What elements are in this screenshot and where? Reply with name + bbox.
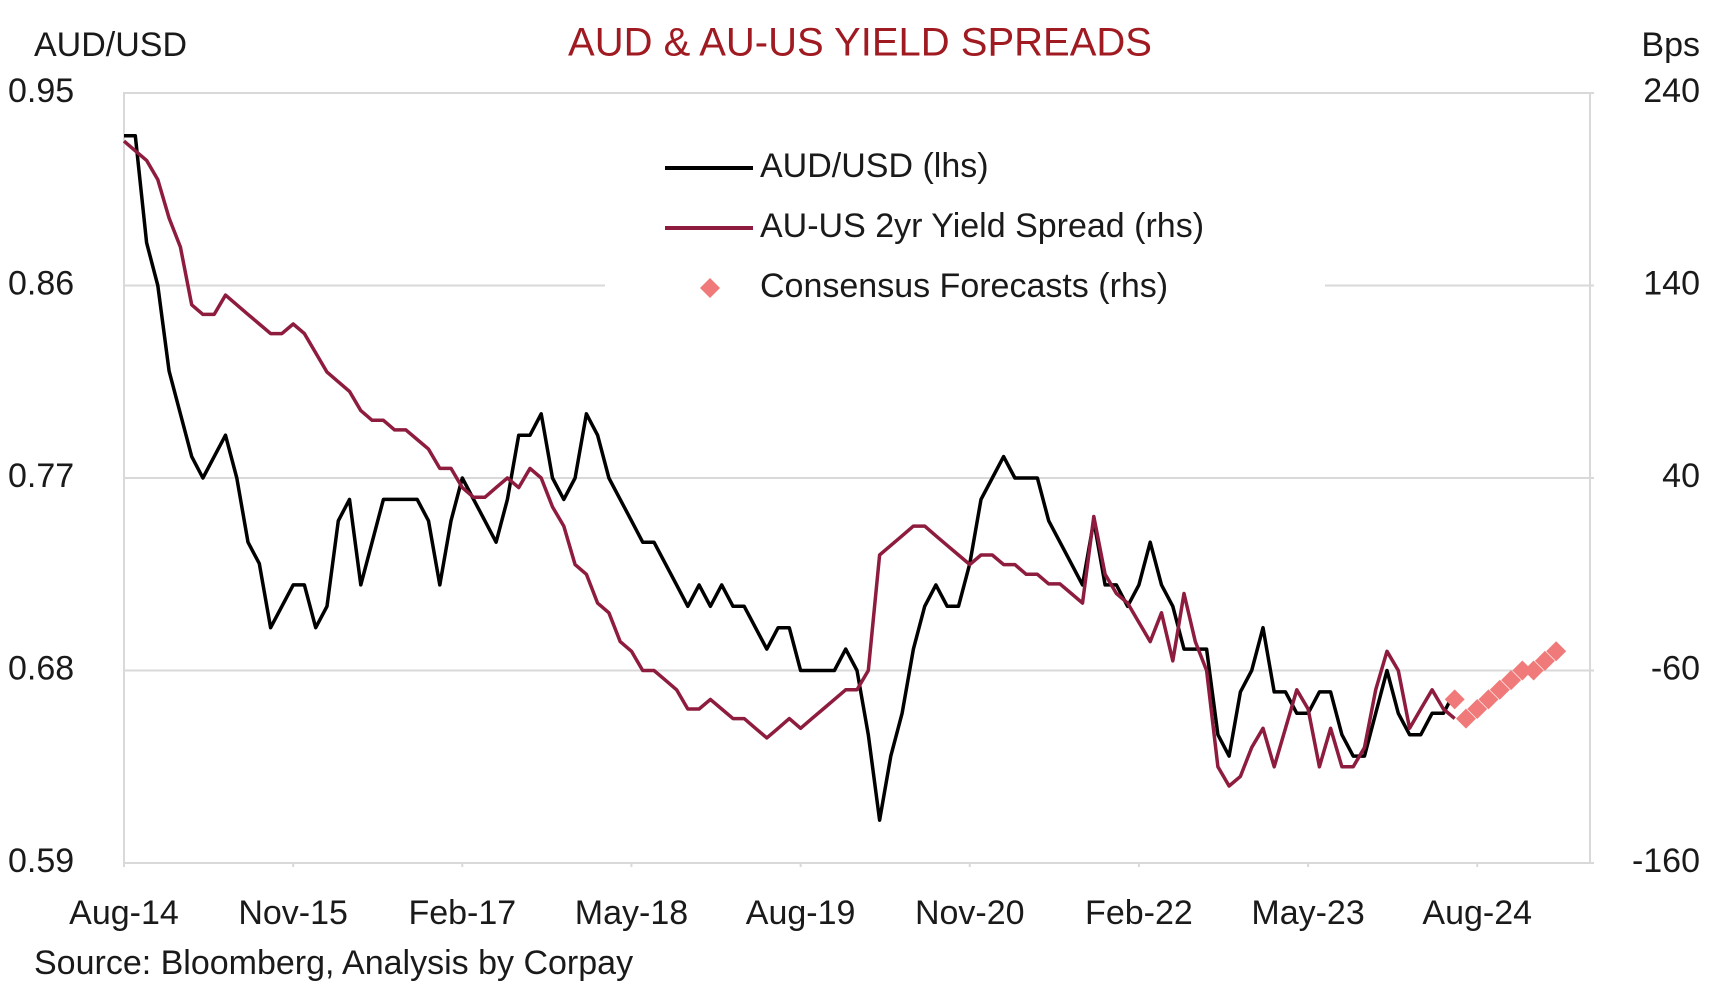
legend-label: Consensus Forecasts (rhs) xyxy=(760,267,1168,305)
y-tick-label: 0.68 xyxy=(8,649,74,687)
y2-tick-label: 140 xyxy=(1643,264,1700,302)
y2-axis-label: Bps xyxy=(1641,26,1700,64)
x-tick-label: Aug-14 xyxy=(69,894,179,932)
x-tick-label: May-23 xyxy=(1251,894,1364,932)
y-tick-label: 0.77 xyxy=(8,457,74,495)
legend-marker xyxy=(700,278,720,298)
y2-tick-label: 40 xyxy=(1662,457,1700,495)
forecast-marker xyxy=(1455,708,1476,729)
x-tick-label: Feb-22 xyxy=(1085,894,1193,932)
y-tick-label: 0.95 xyxy=(8,72,74,110)
forecast-marker xyxy=(1534,650,1555,671)
y-tick-label: 0.86 xyxy=(8,264,74,302)
chart-title: AUD & AU-US YIELD SPREADS xyxy=(568,21,1152,65)
x-tick-label: Aug-19 xyxy=(746,894,856,932)
y-axis-label: AUD/USD xyxy=(34,26,187,64)
x-tick-label: May-18 xyxy=(575,894,688,932)
forecast-marker xyxy=(1512,660,1533,681)
x-tick-label: Nov-15 xyxy=(238,894,348,932)
source: Source: Bloomberg, Analysis by Corpay xyxy=(34,944,633,982)
forecast-marker xyxy=(1501,670,1522,691)
series-line xyxy=(122,139,1456,788)
legend-label: AUD/USD (lhs) xyxy=(760,147,989,185)
forecast-marker xyxy=(1467,699,1488,719)
forecast-marker xyxy=(1546,641,1567,662)
y2-tick-label: -60 xyxy=(1651,649,1700,687)
x-tick-label: Aug-24 xyxy=(1422,894,1532,932)
y2-tick-label: -160 xyxy=(1632,842,1700,880)
y2-tick-label: 240 xyxy=(1643,72,1700,110)
x-tick-label: Nov-20 xyxy=(915,894,1025,932)
forecast-marker xyxy=(1444,689,1465,710)
legend-label: AU-US 2yr Yield Spread (rhs) xyxy=(760,207,1204,245)
forecast-marker xyxy=(1523,660,1544,681)
series-line xyxy=(124,134,1457,822)
forecast-marker xyxy=(1478,689,1499,710)
forecast-marker xyxy=(1489,679,1510,700)
y-tick-label: 0.59 xyxy=(8,842,74,880)
x-tick-label: Feb-17 xyxy=(408,894,516,932)
